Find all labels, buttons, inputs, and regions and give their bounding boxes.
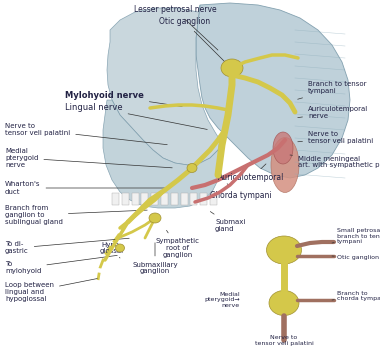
Text: To di-
gastric: To di- gastric bbox=[5, 238, 129, 255]
Text: Nerve to
tensor veli palatini: Nerve to tensor veli palatini bbox=[298, 131, 373, 144]
Bar bbox=[210, 193, 217, 205]
Ellipse shape bbox=[269, 291, 299, 316]
Bar bbox=[200, 193, 207, 205]
Bar bbox=[151, 193, 158, 205]
Ellipse shape bbox=[116, 244, 125, 252]
Text: Chorda tympani: Chorda tympani bbox=[210, 184, 272, 200]
Ellipse shape bbox=[273, 132, 293, 164]
Text: Nerve to
tensor veli palatini: Nerve to tensor veli palatini bbox=[255, 335, 314, 346]
Polygon shape bbox=[107, 5, 220, 165]
Text: Auriculotemporal
nerve: Auriculotemporal nerve bbox=[298, 105, 368, 118]
Text: Small petrosal
branch to tensor
tympani: Small petrosal branch to tensor tympani bbox=[332, 228, 380, 244]
Text: Sympathetic
root of
ganglion: Sympathetic root of ganglion bbox=[156, 230, 200, 258]
Text: Mylohyoid nerve: Mylohyoid nerve bbox=[65, 91, 182, 106]
Text: Submaxillary
ganglion: Submaxillary ganglion bbox=[132, 243, 178, 274]
Text: Lingual nerve: Lingual nerve bbox=[65, 103, 207, 130]
Ellipse shape bbox=[271, 138, 299, 192]
Text: Wharton's
duct: Wharton's duct bbox=[5, 182, 165, 195]
Bar bbox=[161, 193, 168, 205]
Bar bbox=[171, 193, 178, 205]
Text: Submaxi
gland: Submaxi gland bbox=[210, 212, 245, 231]
Bar bbox=[131, 193, 139, 205]
Text: Branch to tensor
tympani: Branch to tensor tympani bbox=[298, 82, 366, 99]
Text: Otic ganglion: Otic ganglion bbox=[332, 256, 379, 261]
Ellipse shape bbox=[221, 59, 243, 77]
Bar bbox=[141, 193, 149, 205]
Ellipse shape bbox=[187, 164, 197, 173]
Bar bbox=[242, 228, 372, 346]
Text: Branch to
chorda tympani: Branch to chorda tympani bbox=[332, 291, 380, 301]
Bar bbox=[180, 193, 188, 205]
Polygon shape bbox=[196, 3, 350, 178]
Text: Medial
pterygoid
nerve: Medial pterygoid nerve bbox=[5, 148, 172, 168]
Text: Lesser petrosal nerve: Lesser petrosal nerve bbox=[134, 5, 218, 50]
Polygon shape bbox=[103, 100, 220, 208]
Text: Medial
pterygoid→
nerve: Medial pterygoid→ nerve bbox=[204, 292, 240, 308]
Text: To
mylohyoid: To mylohyoid bbox=[5, 255, 117, 274]
Text: Branch from
ganglion to
sublingual gland: Branch from ganglion to sublingual gland bbox=[5, 205, 147, 225]
Bar bbox=[112, 193, 119, 205]
Ellipse shape bbox=[149, 213, 161, 223]
Text: Otic ganglion: Otic ganglion bbox=[160, 17, 226, 63]
Text: Auriculotemporal: Auriculotemporal bbox=[218, 164, 284, 183]
Bar bbox=[190, 193, 197, 205]
Text: Nerve to
tensor veli palatini: Nerve to tensor veli palatini bbox=[5, 123, 167, 145]
Ellipse shape bbox=[266, 236, 301, 264]
Text: Loop between
lingual and
hypoglossal: Loop between lingual and hypoglossal bbox=[5, 279, 97, 302]
Text: Middle meningeal
art. with sympathetic plexus: Middle meningeal art. with sympathetic p… bbox=[290, 155, 380, 169]
Bar bbox=[122, 193, 129, 205]
Text: Hypo-
glossal: Hypo- glossal bbox=[100, 242, 124, 258]
